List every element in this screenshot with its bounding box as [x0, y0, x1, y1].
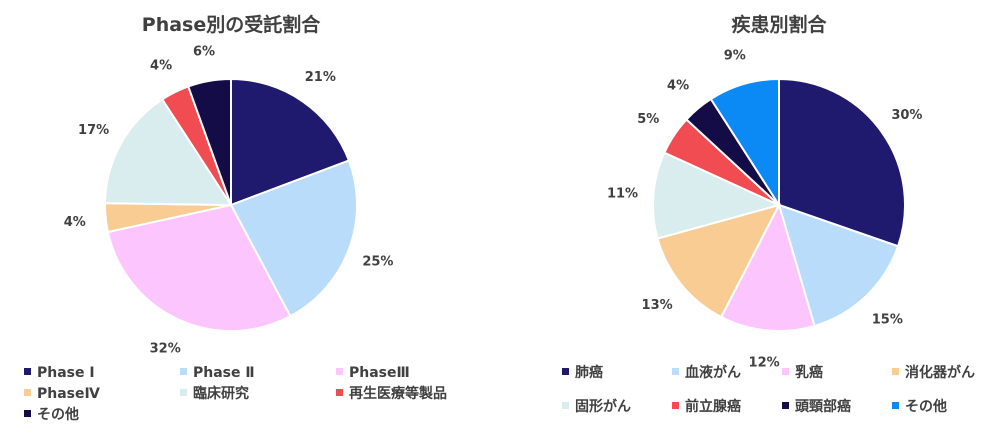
pie-label-0-0: 21% — [305, 70, 336, 85]
legend-swatch-1-7 — [892, 402, 899, 409]
pie-slice-1-4 — [652, 151, 782, 240]
legend-swatch-0-1 — [180, 368, 187, 375]
legend-swatch-0-4 — [180, 389, 187, 396]
legend-label-1-7: その他 — [905, 398, 947, 415]
legend-label-0-4: 臨床研究 — [193, 385, 249, 402]
pie-label-1-5: 5% — [637, 112, 659, 127]
legend-label-0-0: Phase Ⅰ — [37, 365, 95, 381]
pie-chart-phase: 21% 25% 32% 4% 17% 4% 6% Phase Ⅰ Phase Ⅱ PhaseⅢ Ph… — [24, 44, 447, 423]
legend-label-1-4: 固形がん — [575, 398, 631, 415]
legend-swatch-1-3 — [892, 368, 899, 375]
legend-swatch-0-3 — [24, 389, 31, 396]
chart-title-phase: Phase別の受託割合 — [142, 13, 321, 36]
pie-label-0-6: 6% — [193, 44, 215, 59]
pie-label-0-2: 32% — [150, 342, 181, 357]
legend-swatch-0-6 — [24, 410, 31, 417]
pie-label-0-3: 4% — [64, 215, 86, 230]
pie-slice-0-1 — [229, 159, 359, 318]
legend-label-1-2: 乳癌 — [795, 364, 823, 381]
legend-label-0-1: Phase Ⅱ — [193, 365, 255, 381]
pie-slice-0-2 — [106, 203, 292, 332]
chart-title-disease: 疾患別割合 — [731, 13, 827, 36]
legend-label-0-6: その他 — [37, 406, 79, 423]
legend-swatch-0-5 — [336, 389, 343, 396]
legend-label-1-0: 肺癌 — [575, 364, 603, 381]
pie-label-1-7: 9% — [724, 48, 746, 63]
legend-label-1-5: 前立腺癌 — [685, 398, 741, 415]
pie-slice-1-1 — [777, 203, 900, 328]
pie-slice-1-7 — [709, 77, 780, 209]
legend-swatch-1-5 — [672, 402, 679, 409]
pie-slice-1-0 — [778, 77, 906, 248]
legend-swatch-1-1 — [672, 368, 679, 375]
pie-label-0-4: 17% — [78, 123, 109, 138]
legend-swatch-0-0 — [24, 368, 31, 375]
pie-label-1-6: 4% — [667, 79, 689, 94]
pie-slice-1-2 — [719, 202, 816, 332]
legend-swatch-1-4 — [562, 402, 569, 409]
pie-label-1-3: 13% — [642, 298, 673, 313]
pie-slice-0-6 — [187, 77, 232, 206]
pie-label-0-1: 25% — [362, 254, 393, 269]
legend-swatch-1-2 — [782, 368, 789, 375]
legend-label-0-2: PhaseⅢ — [349, 365, 410, 381]
pie-slice-0-4 — [103, 97, 233, 207]
legend-label-0-3: PhaseⅣ — [37, 386, 101, 402]
pie-label-1-0: 30% — [891, 108, 922, 123]
legend-swatch-0-2 — [336, 368, 343, 375]
legend-swatch-1-6 — [782, 402, 789, 409]
pie-label-1-4: 11% — [607, 187, 638, 202]
legend-label-1-1: 血液がん — [685, 364, 741, 381]
legend-label-1-6: 頭頸部癌 — [795, 398, 851, 415]
pie-label-1-2: 12% — [749, 355, 780, 370]
pie-slice-1-3 — [656, 203, 781, 319]
pie-label-1-1: 15% — [872, 313, 903, 328]
legend-label-1-3: 消化器がん — [905, 364, 975, 381]
pie-slice-0-0 — [230, 77, 351, 207]
legend-label-0-5: 再生医療等製品 — [349, 385, 447, 402]
legend-swatch-1-0 — [562, 368, 569, 375]
pie-label-0-5: 4% — [150, 58, 172, 73]
